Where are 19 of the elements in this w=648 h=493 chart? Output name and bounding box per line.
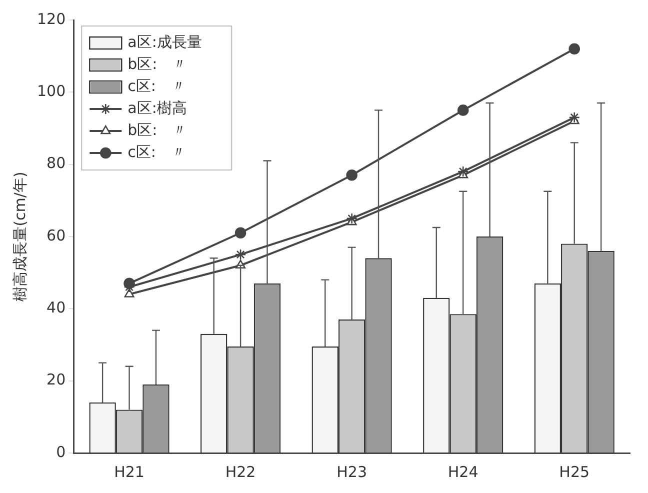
legend-label: b区: 〃 <box>128 54 188 73</box>
y-tick-label: 120 <box>36 10 66 28</box>
x-tick-label: H21 <box>114 462 144 481</box>
legend-label: c区: 〃 <box>128 142 186 161</box>
y-tick-label: 0 <box>56 442 66 461</box>
x-tick-label: H22 <box>225 462 256 481</box>
y-tick-label: 60 <box>46 226 66 244</box>
y-tick-label: 100 <box>36 82 66 100</box>
y-tick-label: 80 <box>46 154 66 172</box>
legend-label: a区:成長量 <box>128 32 202 51</box>
x-tick-label: H23 <box>336 462 368 481</box>
legend-label: c区: 〃 <box>128 76 186 95</box>
y-axis-title: 樹高成長量(cm/年) <box>10 172 29 302</box>
legend-label: a区:樹高 <box>128 98 187 117</box>
x-tick-label: H24 <box>448 462 478 481</box>
legend-label: b区: 〃 <box>128 120 188 139</box>
y-tick-label: 40 <box>46 298 66 317</box>
x-tick-label: H25 <box>559 462 590 481</box>
y-tick-label: 20 <box>46 370 66 389</box>
